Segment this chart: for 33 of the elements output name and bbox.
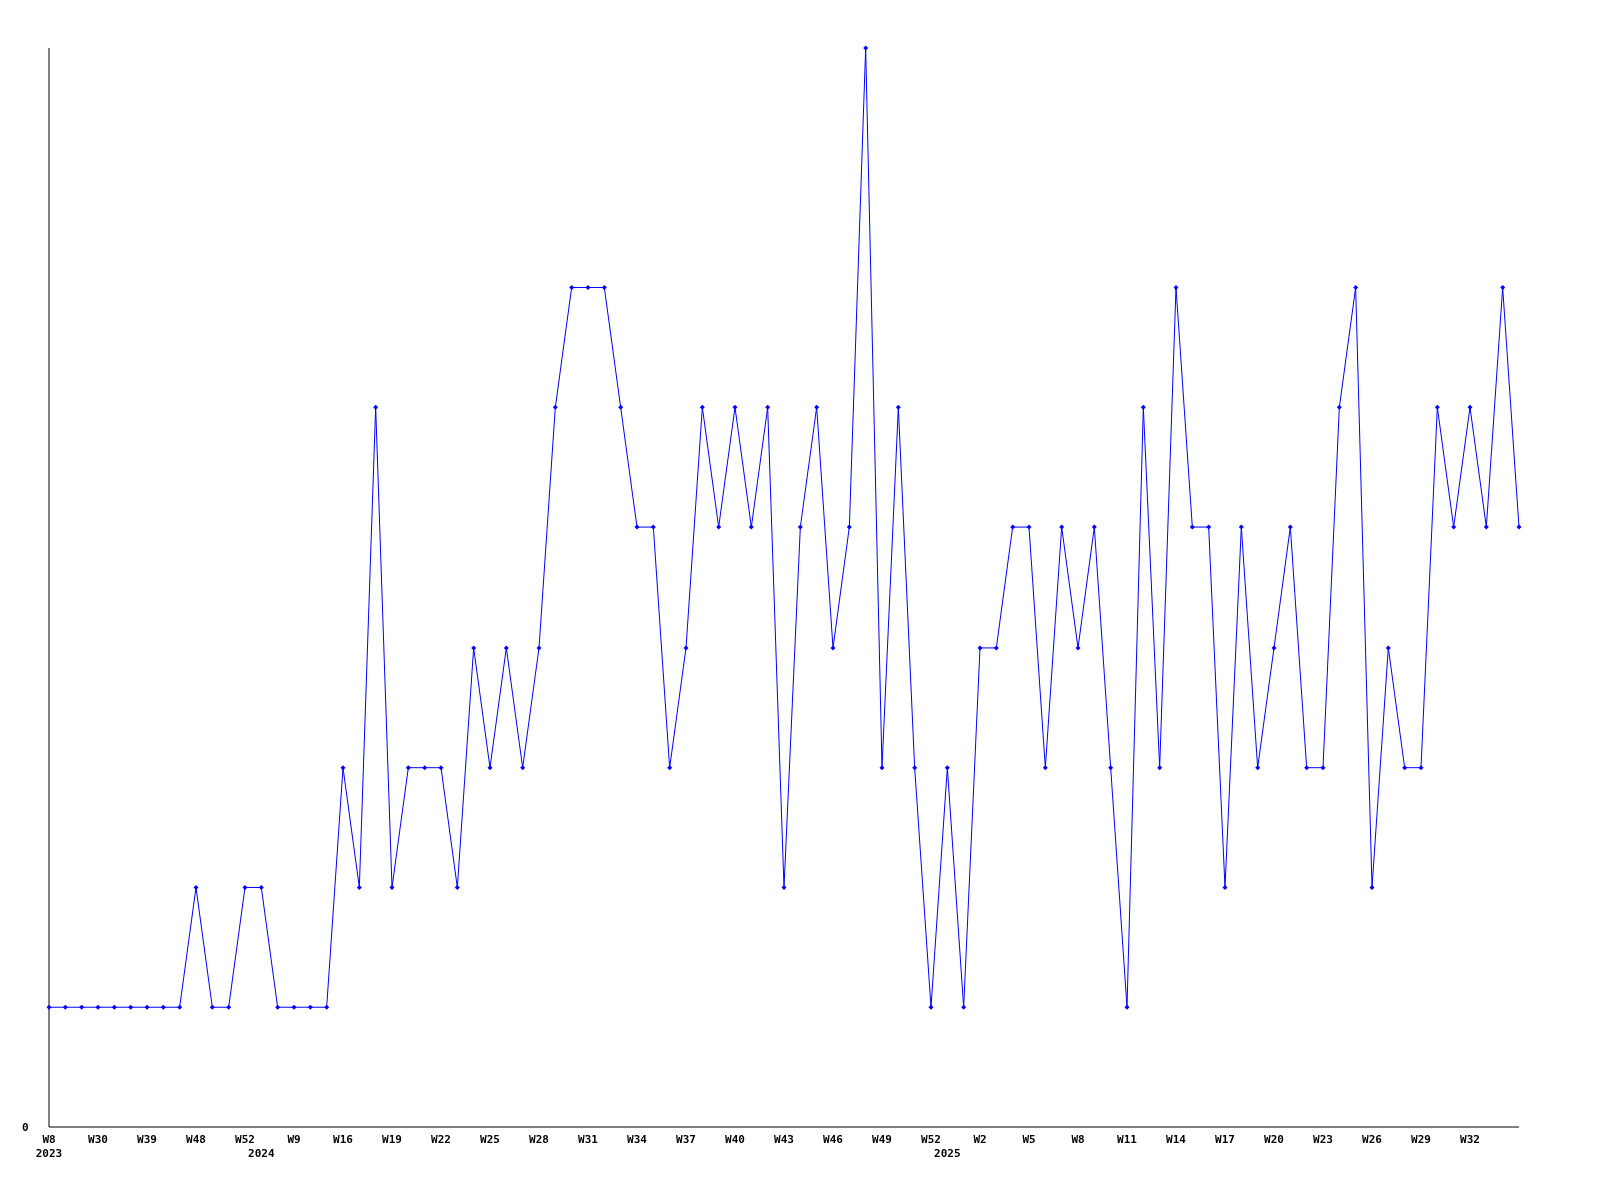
x-tick-label: W17 <box>1215 1133 1235 1146</box>
x-tick-label: W16 <box>333 1133 354 1146</box>
x-tick-label: W23 <box>1313 1133 1333 1146</box>
x-tick-label: W52 <box>235 1133 255 1146</box>
x-tick-label: W9 <box>287 1133 301 1146</box>
x-tick-label: W40 <box>725 1133 745 1146</box>
x-tick-label: 2024 <box>248 1147 275 1160</box>
x-tick-label: W5 <box>1022 1133 1036 1146</box>
x-tick-label: W20 <box>1264 1133 1284 1146</box>
x-tick-label: W46 <box>823 1133 844 1146</box>
x-tick-label: W22 <box>431 1133 451 1146</box>
x-tick-label: W52 <box>921 1133 941 1146</box>
x-tick-label: W28 <box>529 1133 549 1146</box>
x-tick-label: W34 <box>627 1133 648 1146</box>
x-tick-label: W8 2023 <box>35 1133 63 1160</box>
x-tick-label: W25 <box>480 1133 500 1146</box>
x-tick-label: W48 <box>186 1133 206 1146</box>
x-tick-label: W11 <box>1117 1133 1138 1146</box>
x-tick-label: W32 <box>1460 1133 1480 1146</box>
x-tick-label: 2025 <box>934 1147 961 1160</box>
x-tick-label: W26 <box>1362 1133 1383 1146</box>
x-tick-label: W43 <box>774 1133 794 1146</box>
x-tick-label: W37 <box>676 1133 696 1146</box>
x-tick-label: W31 <box>578 1133 599 1146</box>
x-tick-label: W8 <box>1071 1133 1085 1146</box>
x-tick-label: W14 <box>1166 1133 1187 1146</box>
text: 0 <box>22 1121 29 1134</box>
x-tick-label: W49 <box>872 1133 892 1146</box>
x-tick-label: W2 <box>973 1133 987 1146</box>
x-tick-label: W39 <box>137 1133 157 1146</box>
x-tick-label: W19 <box>382 1133 402 1146</box>
x-tick-label: W29 <box>1411 1133 1431 1146</box>
x-tick-label: W30 <box>88 1133 108 1146</box>
